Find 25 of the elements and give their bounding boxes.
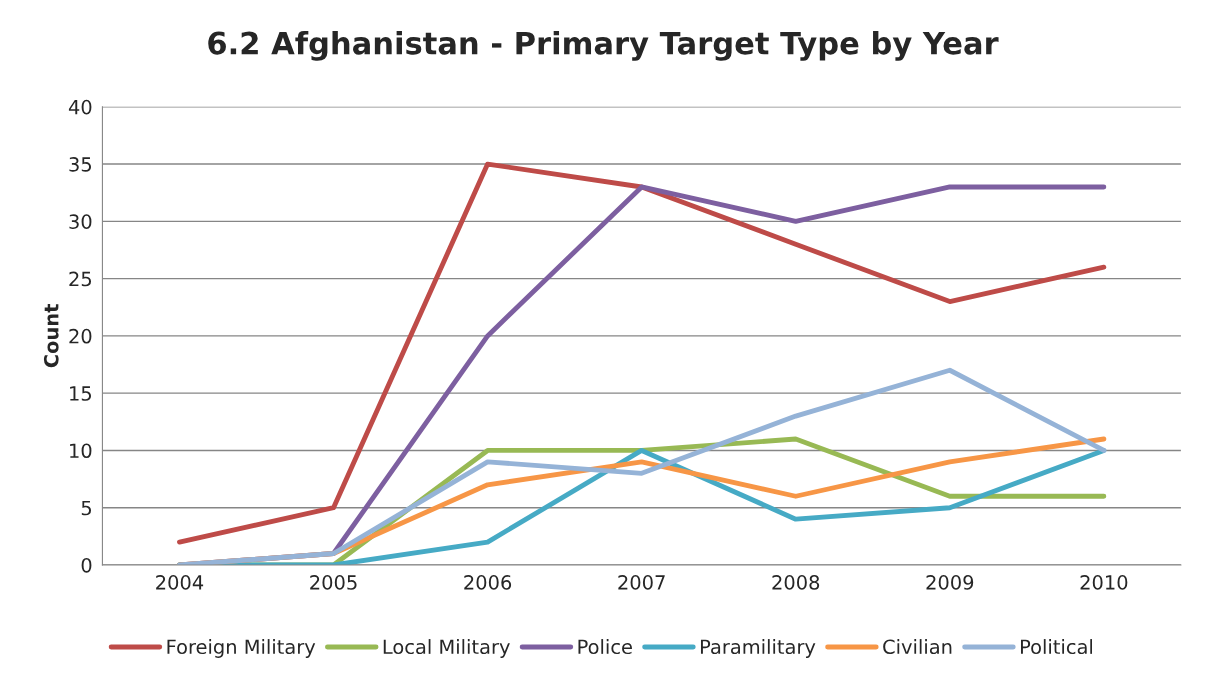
x-tick-label: 2005	[310, 575, 357, 590]
x-tick-label: 2009	[926, 575, 974, 590]
y-tick-label: 35	[69, 157, 91, 172]
y-axis-title: Count	[43, 304, 59, 368]
line-series	[177, 367, 1107, 565]
y-tick-label: 0	[81, 557, 92, 573]
y-tick-label: 5	[81, 500, 91, 516]
x-tick-label: 2008	[772, 575, 820, 590]
legend-label: Foreign Military	[167, 639, 316, 658]
y-tick-label: 25	[69, 271, 91, 287]
legend-label: Police	[578, 639, 632, 655]
y-tick-label: 40	[68, 99, 92, 115]
chart-title: 6.2 Afghanistan - Primary Target Type by Year	[208, 31, 999, 61]
x-tick-label: 2007	[618, 575, 665, 590]
legend-label: Civilian	[883, 639, 952, 655]
y-tick-label: 20	[69, 328, 92, 344]
legend-label: Paramilitary	[700, 639, 816, 658]
y-tick-label: 30	[69, 214, 92, 230]
x-tick-label: 2004	[156, 575, 204, 590]
x-tick-label: 2010	[1080, 575, 1128, 590]
x-tick-label: 2006	[464, 575, 512, 590]
y-tick-label: 15	[70, 386, 91, 401]
legend-label: Political	[1021, 639, 1093, 655]
y-tick-label: 10	[70, 443, 92, 459]
legend-label: Local Military	[383, 639, 510, 658]
